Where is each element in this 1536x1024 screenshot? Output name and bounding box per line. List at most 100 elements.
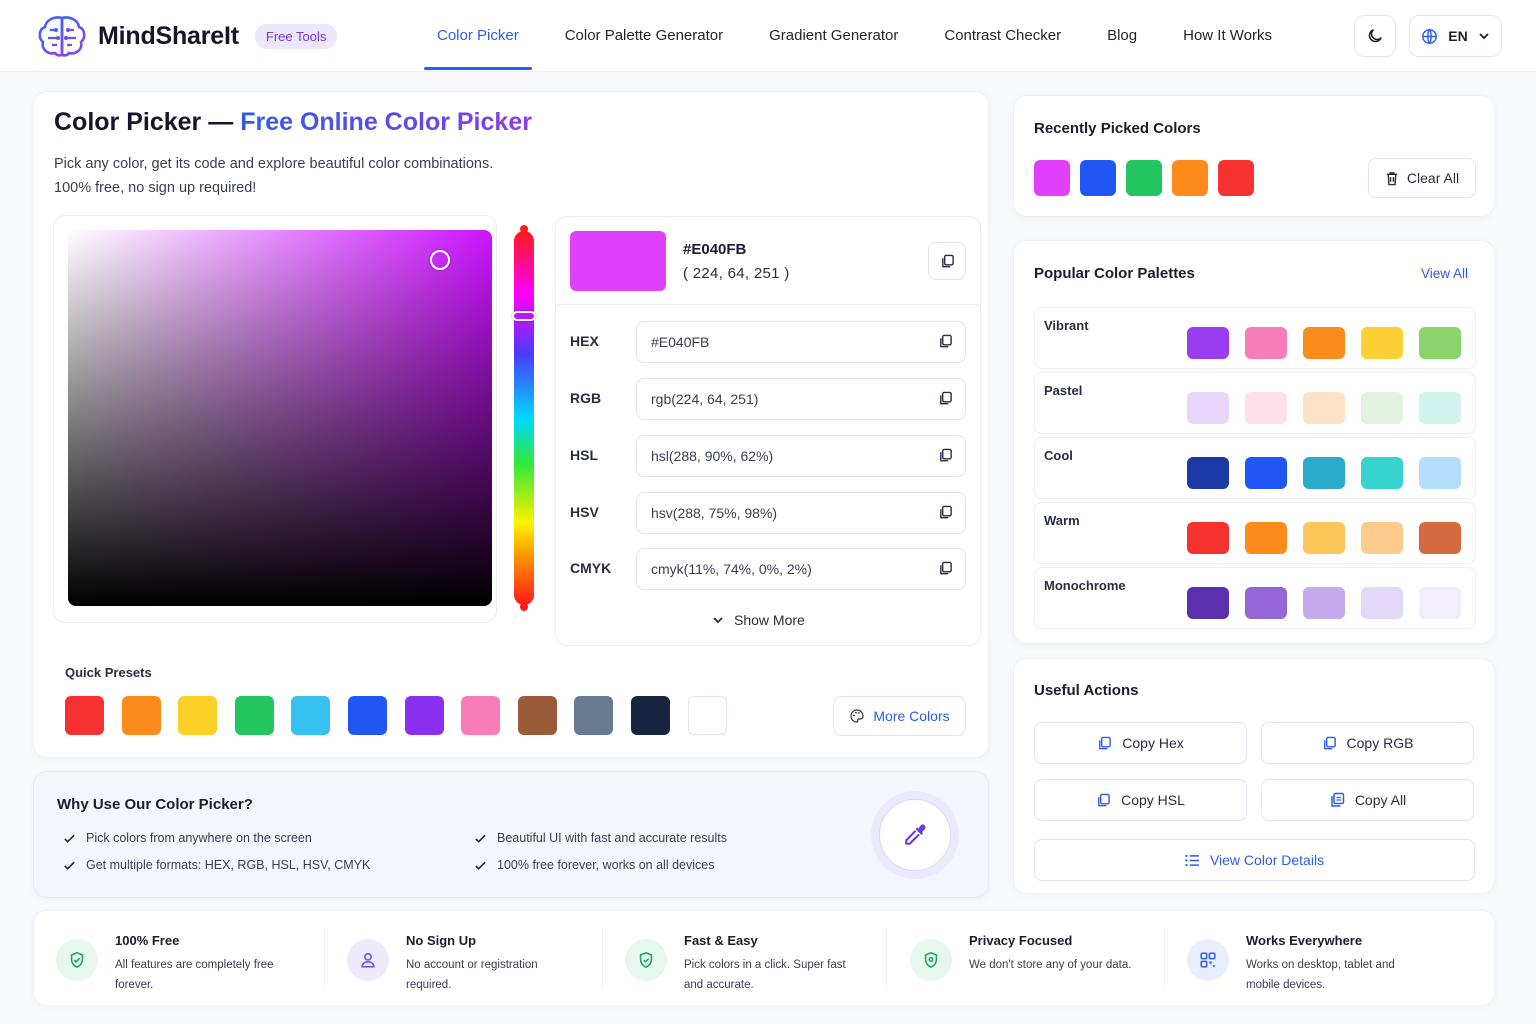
preset-swatch[interactable] [687, 696, 727, 735]
preset-swatch[interactable] [404, 696, 444, 735]
palette-swatch[interactable] [1361, 522, 1403, 554]
palette-swatch[interactable] [1245, 522, 1287, 554]
palette-swatch[interactable] [1303, 457, 1345, 489]
free-tools-badge: Free Tools [254, 23, 338, 49]
brand-name: MindShareIt [98, 21, 239, 50]
recent-color-swatch[interactable] [1218, 160, 1254, 196]
palette-swatch[interactable] [1245, 392, 1287, 424]
palette-swatch[interactable] [1419, 392, 1461, 424]
show-more-button[interactable]: Show More [712, 612, 805, 628]
palette-row-vibrant[interactable]: Vibrant [1034, 307, 1476, 369]
recent-color-swatch[interactable] [1126, 160, 1162, 196]
preset-swatch[interactable] [574, 696, 614, 735]
palette-swatch[interactable] [1419, 522, 1461, 554]
divider [602, 927, 603, 989]
copy-icon [1099, 736, 1112, 749]
copy-hex-button[interactable]: Copy Hex [1034, 722, 1247, 764]
rgb-field[interactable]: rgb(224, 64, 251) [636, 378, 966, 420]
palette-swatch[interactable] [1303, 392, 1345, 424]
recent-color-swatch[interactable] [1034, 160, 1070, 196]
preset-swatch[interactable] [291, 696, 331, 735]
theme-toggle-button[interactable] [1354, 15, 1396, 57]
nav-how-it-works[interactable]: How It Works [1183, 27, 1273, 44]
feature-item: 100% Free All features are completely fr… [56, 931, 326, 1001]
copy-preview-button[interactable] [928, 242, 966, 280]
palette-swatch[interactable] [1361, 457, 1403, 489]
hex-row: HEX #E040FB [556, 321, 980, 363]
palette-swatch[interactable] [1187, 587, 1229, 619]
preset-swatch[interactable] [121, 696, 161, 735]
feature-desc: We don't store any of your data. [969, 959, 1132, 971]
hsl-field[interactable]: hsl(288, 90%, 62%) [636, 435, 966, 477]
feature-title: Fast & Easy [684, 933, 758, 948]
more-colors-button[interactable]: More Colors [833, 696, 966, 736]
features-strip: 100% Free All features are completely fr… [33, 910, 1495, 1006]
palette-swatch[interactable] [1245, 587, 1287, 619]
recent-color-swatch[interactable] [1172, 160, 1208, 196]
view-all-link[interactable]: View All [1420, 266, 1468, 281]
preview-hex-value: #E040FB [683, 241, 747, 258]
brand-logo[interactable]: MindShareIt Free Tools [36, 14, 338, 58]
page-subtitle: Pick any color, get its code and explore… [54, 156, 494, 196]
preset-swatch[interactable] [234, 696, 274, 735]
palette-swatch[interactable] [1361, 587, 1403, 619]
recent-color-swatch[interactable] [1080, 160, 1116, 196]
view-color-details-button[interactable]: View Color Details [1034, 839, 1475, 881]
preset-swatch[interactable] [461, 696, 501, 735]
palette-swatch[interactable] [1245, 327, 1287, 359]
copy-icon[interactable] [938, 334, 953, 349]
palette-swatch[interactable] [1361, 327, 1403, 359]
copy-icon[interactable] [938, 505, 953, 520]
useful-actions-card: Useful Actions Copy Hex Copy RGB Copy HS… [1013, 658, 1495, 894]
palette-swatch[interactable] [1419, 457, 1461, 489]
palette-swatch[interactable] [1419, 327, 1461, 359]
preset-swatch[interactable] [65, 696, 104, 735]
hex-field[interactable]: #E040FB [636, 321, 966, 363]
palette-swatch[interactable] [1303, 522, 1345, 554]
palette-swatch[interactable] [1303, 327, 1345, 359]
palette-swatch[interactable] [1187, 327, 1229, 359]
preset-swatch[interactable] [631, 696, 670, 735]
palette-swatch[interactable] [1361, 392, 1403, 424]
language-selector[interactable]: EN [1409, 15, 1502, 57]
palette-row-monochrome[interactable]: Monochrome [1034, 567, 1476, 629]
cmyk-field[interactable]: cmyk(11%, 74%, 0%, 2%) [636, 548, 966, 590]
palette-row-cool[interactable]: Cool [1034, 437, 1476, 499]
color-cursor[interactable] [430, 250, 450, 270]
clear-all-button[interactable]: Clear All [1368, 158, 1476, 198]
preset-swatch[interactable] [517, 696, 557, 735]
nav-contrast-checker[interactable]: Contrast Checker [944, 27, 1062, 44]
palette-swatch[interactable] [1303, 587, 1345, 619]
copy-rgb-button[interactable]: Copy RGB [1261, 722, 1474, 764]
nav-blog[interactable]: Blog [1107, 27, 1138, 44]
popular-palettes-card: Popular Color Palettes View All Vibrant P… [1013, 240, 1495, 644]
palette-swatch[interactable] [1187, 522, 1229, 554]
hue-slider[interactable] [512, 225, 536, 611]
why-use-card: Why Use Our Color Picker? Pick colors fr… [33, 771, 989, 898]
copy-all-button[interactable]: Copy All [1261, 779, 1474, 821]
palette-row-pastel[interactable]: Pastel [1034, 372, 1476, 434]
hue-slider-handle[interactable] [512, 311, 536, 321]
saturation-picker-box [53, 215, 497, 623]
hsv-field[interactable]: hsv(288, 75%, 98%) [636, 492, 966, 534]
palette-swatch[interactable] [1187, 392, 1229, 424]
saturation-value-area[interactable] [68, 230, 492, 606]
moon-icon [1368, 29, 1382, 43]
eyedropper-button[interactable] [879, 799, 951, 871]
palette-swatch[interactable] [1245, 457, 1287, 489]
feature-desc: Pick colors in a click. Super fast and a… [684, 959, 846, 991]
nav-color-picker[interactable]: Color Picker [414, 0, 542, 72]
nav-color-palette-generator[interactable]: Color Palette Generator [564, 27, 724, 44]
palette-name: Vibrant [1044, 318, 1089, 333]
preset-swatch[interactable] [178, 696, 218, 735]
copy-icon[interactable] [938, 448, 953, 463]
color-values-panel: #E040FB ( 224, 64, 251 ) HEX #E040FB RGB… [555, 216, 981, 646]
palette-swatch[interactable] [1419, 587, 1461, 619]
nav-gradient-generator[interactable]: Gradient Generator [769, 27, 899, 44]
preset-swatch[interactable] [348, 696, 387, 735]
copy-hsl-button[interactable]: Copy HSL [1034, 779, 1247, 821]
palette-row-warm[interactable]: Warm [1034, 502, 1476, 564]
copy-icon[interactable] [938, 561, 953, 576]
copy-icon[interactable] [938, 391, 953, 406]
palette-swatch[interactable] [1187, 457, 1229, 489]
